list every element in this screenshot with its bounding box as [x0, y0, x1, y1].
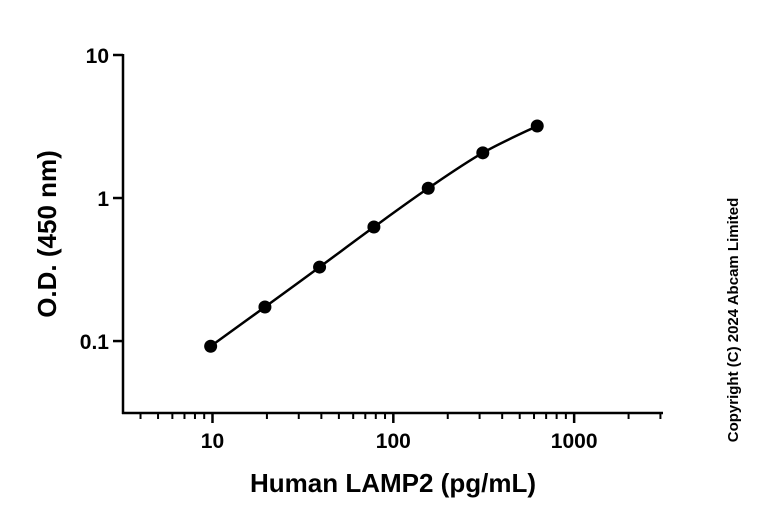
- x-tick-label: 100: [376, 430, 411, 453]
- data-point: [421, 181, 435, 195]
- x-tick-label: 1000: [551, 430, 598, 453]
- copyright: Copyright (C) 2024 Abcam Limited: [725, 198, 742, 442]
- fit-line: [209, 124, 538, 348]
- x-tick-label: 10: [201, 430, 224, 453]
- y-axis-label: O.D. (450 nm): [32, 150, 62, 318]
- x-axis-label: Human LAMP2 (pg/mL): [250, 468, 536, 498]
- y-tick-label: 10: [86, 45, 109, 68]
- y-tick-label: 1: [97, 188, 109, 211]
- data-point: [204, 339, 218, 353]
- data-point: [476, 146, 490, 160]
- data-point: [313, 260, 327, 274]
- y-tick-label: 0.1: [80, 331, 110, 354]
- data-point: [367, 220, 381, 234]
- data-point: [530, 119, 544, 133]
- data-point: [258, 300, 272, 314]
